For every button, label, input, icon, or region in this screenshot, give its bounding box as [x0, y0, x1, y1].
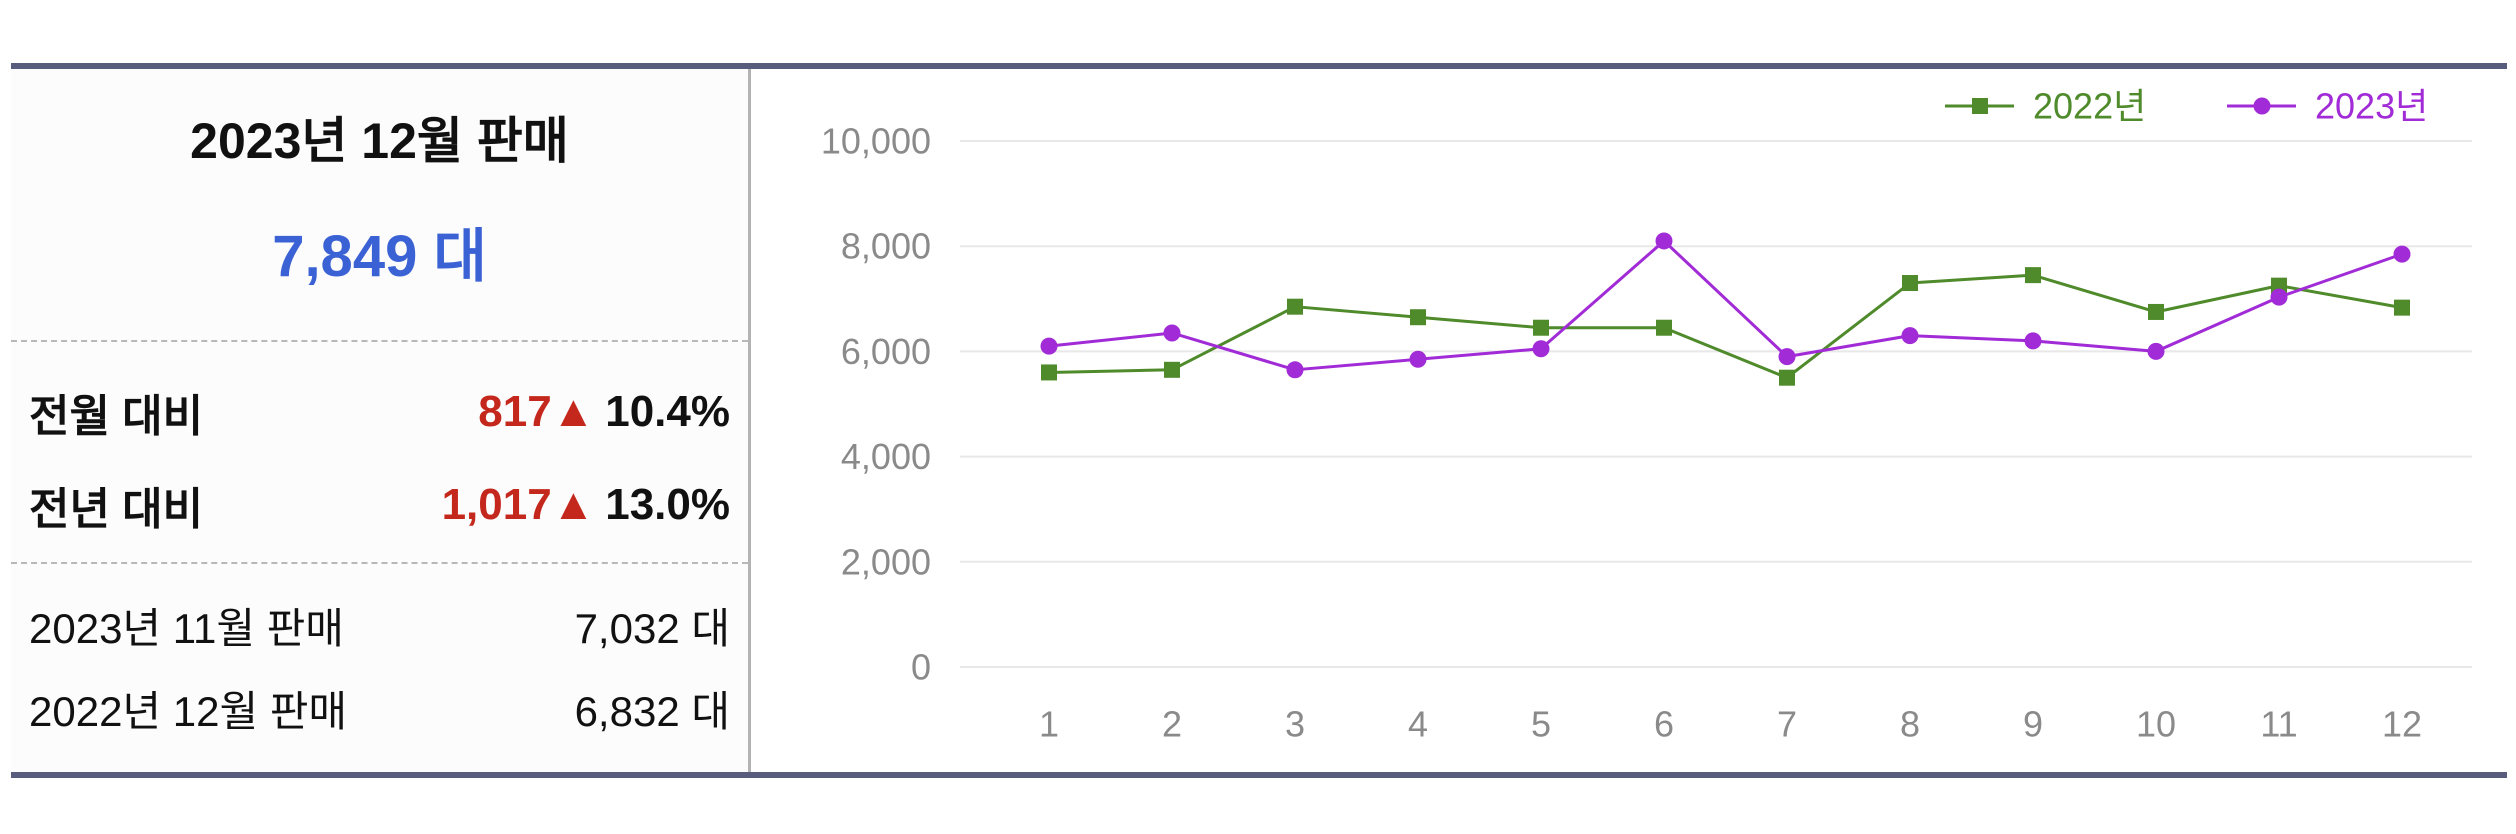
data-point-2023: [1655, 232, 1673, 250]
data-point-2023: [2024, 332, 2042, 350]
comparison-row-month: 전월 대비 817 ▲ 10.4%: [29, 382, 730, 442]
comparison-value: 817 ▲ 10.4%: [478, 387, 730, 437]
y-tick-label: 6,000: [841, 331, 931, 372]
sales-summary-widget: 2023년 12월 판매 7,849 대 전월 대비 817 ▲ 10.4% 전…: [11, 63, 2507, 778]
diff-amount: 817: [478, 387, 552, 436]
data-point-2023: [1040, 337, 1058, 355]
x-tick-label: 9: [2023, 704, 2043, 745]
x-tick-label: 6: [1654, 704, 1674, 745]
data-point-2022: [2148, 303, 2164, 320]
y-tick-label: 8,000: [841, 226, 931, 267]
y-tick-label: 4,000: [841, 436, 931, 477]
y-tick-label: 0: [911, 647, 931, 688]
diff-rate: 10.4%: [605, 387, 730, 436]
data-point-2022: [1902, 275, 1918, 292]
increase-arrow-icon: ▲: [551, 480, 596, 529]
data-point-2022: [2025, 267, 2041, 284]
increase-arrow-icon: ▲: [551, 387, 596, 436]
x-tick-label: 2: [1162, 704, 1182, 745]
reference-value: 6,832 대: [574, 687, 730, 735]
data-point-2022: [1533, 319, 1549, 336]
data-point-2023: [1532, 340, 1550, 358]
x-tick-label: 11: [2260, 704, 2297, 745]
y-tick-label: 10,000: [821, 121, 931, 162]
reference-row-prev-year: 2022년 12월 판매 6,832 대: [29, 678, 730, 738]
reference-label: 2023년 11월 판매: [29, 604, 344, 652]
comparison-value: 1,017 ▲ 13.0%: [442, 480, 730, 530]
data-point-2023: [1163, 324, 1181, 342]
x-tick-label: 4: [1408, 704, 1428, 745]
data-point-2023: [2147, 342, 2165, 360]
data-point-2023: [2270, 288, 2288, 306]
x-tick-label: 12: [2382, 704, 2422, 745]
data-point-2023: [1409, 350, 1427, 368]
divider: [11, 340, 748, 342]
data-point-2022: [1287, 298, 1303, 315]
y-tick-label: 2,000: [841, 541, 931, 582]
data-point-2022: [2394, 299, 2410, 316]
diff-amount: 1,017: [441, 480, 552, 529]
divider: [11, 562, 748, 564]
legend-marker-2022[interactable]: [1972, 98, 1988, 114]
legend-label-2022[interactable]: 2022년: [2033, 86, 2146, 127]
diff-rate: 13.0%: [605, 480, 730, 529]
comparison-label: 전월 대비: [29, 392, 204, 441]
legend-marker-2023[interactable]: [2253, 97, 2271, 115]
data-point-2023: [1901, 327, 1919, 345]
x-tick-label: 8: [1900, 704, 1920, 745]
data-point-2022: [1164, 361, 1180, 378]
data-point-2023: [1778, 348, 1796, 366]
x-tick-label: 1: [1039, 704, 1059, 745]
x-tick-label: 3: [1285, 704, 1305, 745]
comparison-label: 전년 대비: [29, 485, 204, 534]
reference-row-prev-month: 2023년 11월 판매 7,032 대: [29, 595, 730, 655]
series-line-2022: [1048, 273, 2403, 380]
data-point-2022: [1041, 364, 1057, 381]
x-tick-label: 7: [1777, 704, 1797, 745]
x-tick-label: 5: [1531, 704, 1551, 745]
data-point-2023: [2393, 245, 2411, 263]
reference-value: 7,032 대: [574, 604, 730, 652]
reference-label: 2022년 12월 판매: [29, 687, 348, 735]
data-point-2022: [1410, 309, 1426, 326]
total-sales-value: 7,849 대: [272, 224, 487, 289]
x-tick-label: 10: [2136, 704, 2176, 745]
summary-title: 2023년 12월 판매: [190, 113, 569, 169]
summary-panel: 2023년 12월 판매 7,849 대 전월 대비 817 ▲ 10.4% 전…: [11, 69, 751, 772]
data-point-2022: [1779, 369, 1795, 386]
data-point-2022: [1656, 319, 1672, 336]
legend-label-2023[interactable]: 2023년: [2315, 86, 2428, 127]
comparison-row-year: 전년 대비 1,017 ▲ 13.0%: [29, 475, 730, 535]
series-line-2023: [1048, 239, 2403, 372]
data-point-2023: [1286, 361, 1304, 379]
